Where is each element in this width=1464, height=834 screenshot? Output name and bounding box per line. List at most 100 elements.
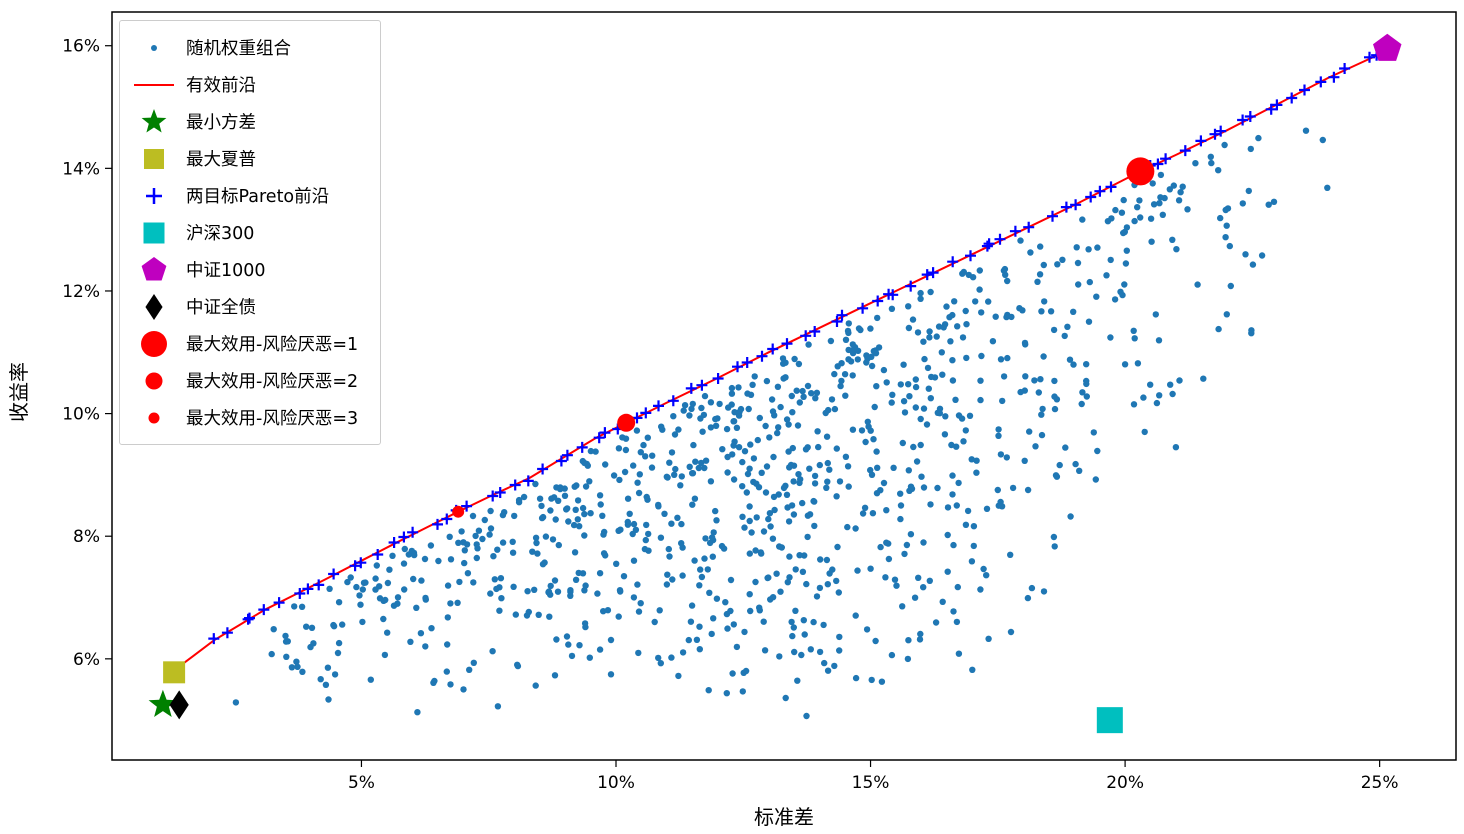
scatter-point <box>1054 261 1061 268</box>
scatter-point <box>761 647 769 654</box>
scatter-point <box>873 383 880 390</box>
scatter-point <box>331 671 339 678</box>
scatter-point <box>520 493 528 501</box>
scatter-point <box>783 491 791 498</box>
pareto-marker <box>1047 210 1058 222</box>
scatter-point <box>779 355 787 362</box>
scatter-point <box>789 632 796 640</box>
scatter-point <box>417 630 425 637</box>
scatter-point <box>678 520 685 528</box>
scatter-point <box>447 600 454 607</box>
scatter-point <box>1167 381 1174 388</box>
scatter-point <box>525 608 532 616</box>
scatter-point <box>889 391 896 398</box>
scatter-point <box>317 676 324 683</box>
scatter-point <box>962 307 969 315</box>
pareto-marker <box>800 330 812 342</box>
scatter-point <box>749 381 756 388</box>
scatter-point <box>828 396 836 403</box>
scatter-point <box>882 574 889 581</box>
scatter-point <box>339 621 346 628</box>
x-tick-label: 25% <box>1361 773 1399 793</box>
scatter-point <box>968 456 975 463</box>
pareto-marker <box>831 316 843 327</box>
scatter-point <box>872 637 879 645</box>
scatter-point <box>913 458 921 465</box>
legend-dot-icon <box>130 366 178 396</box>
pareto-marker <box>487 490 499 502</box>
scatter-point <box>747 607 754 615</box>
scatter-point <box>687 618 695 625</box>
scatter-point <box>928 373 935 381</box>
scatter-point <box>1074 259 1082 267</box>
scatter-point <box>576 523 583 530</box>
scatter-point <box>648 464 656 471</box>
scatter-point <box>428 625 435 632</box>
legend-entry-10: 最大效用-风险厌恶=3 <box>130 399 358 436</box>
scatter-point <box>1083 361 1090 368</box>
scatter-point <box>867 466 874 474</box>
scatter-point <box>1037 243 1044 250</box>
scatter-point <box>549 536 557 543</box>
scatter-point <box>1207 153 1215 160</box>
scatter-point <box>782 374 789 381</box>
scatter-point <box>765 515 772 523</box>
scatter-point <box>592 448 599 455</box>
scatter-point <box>473 554 480 562</box>
pareto-marker <box>1286 92 1298 104</box>
pareto-marker <box>349 560 361 572</box>
scatter-point <box>481 516 488 524</box>
scatter-point <box>803 580 810 588</box>
scatter-point <box>679 649 687 656</box>
scatter-point <box>447 556 455 563</box>
pareto-marker <box>1315 76 1327 88</box>
scatter-point <box>924 364 932 372</box>
scatter-point <box>1073 244 1080 251</box>
scatter-point <box>978 352 985 360</box>
scatter-point <box>849 341 856 348</box>
scatter-point <box>784 579 791 586</box>
scatter-point <box>1036 271 1044 278</box>
scatter-point <box>951 298 958 305</box>
scatter-point <box>804 382 812 390</box>
scatter-point <box>696 582 703 589</box>
scatter-point <box>859 510 867 517</box>
scatter-point <box>655 654 662 662</box>
legend-dot-icon <box>130 403 178 433</box>
scatter-point <box>636 471 643 478</box>
scatter-point <box>709 553 716 560</box>
scatter-point <box>954 583 961 591</box>
scatter-point <box>739 513 746 520</box>
scatter-point <box>642 453 649 460</box>
scatter-point <box>690 441 697 449</box>
scatter-point <box>926 577 933 584</box>
scatter-point <box>1239 200 1247 207</box>
scatter-point <box>744 470 752 478</box>
scatter-point <box>713 595 721 602</box>
scatter-point <box>867 325 874 332</box>
scatter-point <box>794 422 802 429</box>
scatter-point <box>705 687 712 694</box>
pareto-marker <box>1179 145 1191 157</box>
scatter-point <box>1104 218 1112 225</box>
scatter-point <box>997 356 1005 363</box>
pareto-marker <box>1265 103 1277 115</box>
scatter-point <box>1083 380 1090 388</box>
scatter-point <box>742 667 750 675</box>
marker-max_sharpe <box>163 661 186 684</box>
scatter-point <box>836 647 843 654</box>
scatter-point <box>783 416 791 423</box>
scatter-point <box>952 396 959 403</box>
scatter-point <box>724 453 731 461</box>
scatter-point <box>565 641 572 648</box>
scatter-point <box>1040 261 1048 269</box>
scatter-point <box>796 399 803 406</box>
scatter-point <box>691 557 698 564</box>
scatter-point <box>1169 236 1176 243</box>
scatter-point <box>579 504 587 512</box>
scatter-point <box>668 654 675 661</box>
scatter-point <box>722 599 729 606</box>
scatter-point <box>963 321 970 328</box>
scatter-point <box>1136 197 1143 204</box>
scatter-point <box>1249 261 1257 268</box>
